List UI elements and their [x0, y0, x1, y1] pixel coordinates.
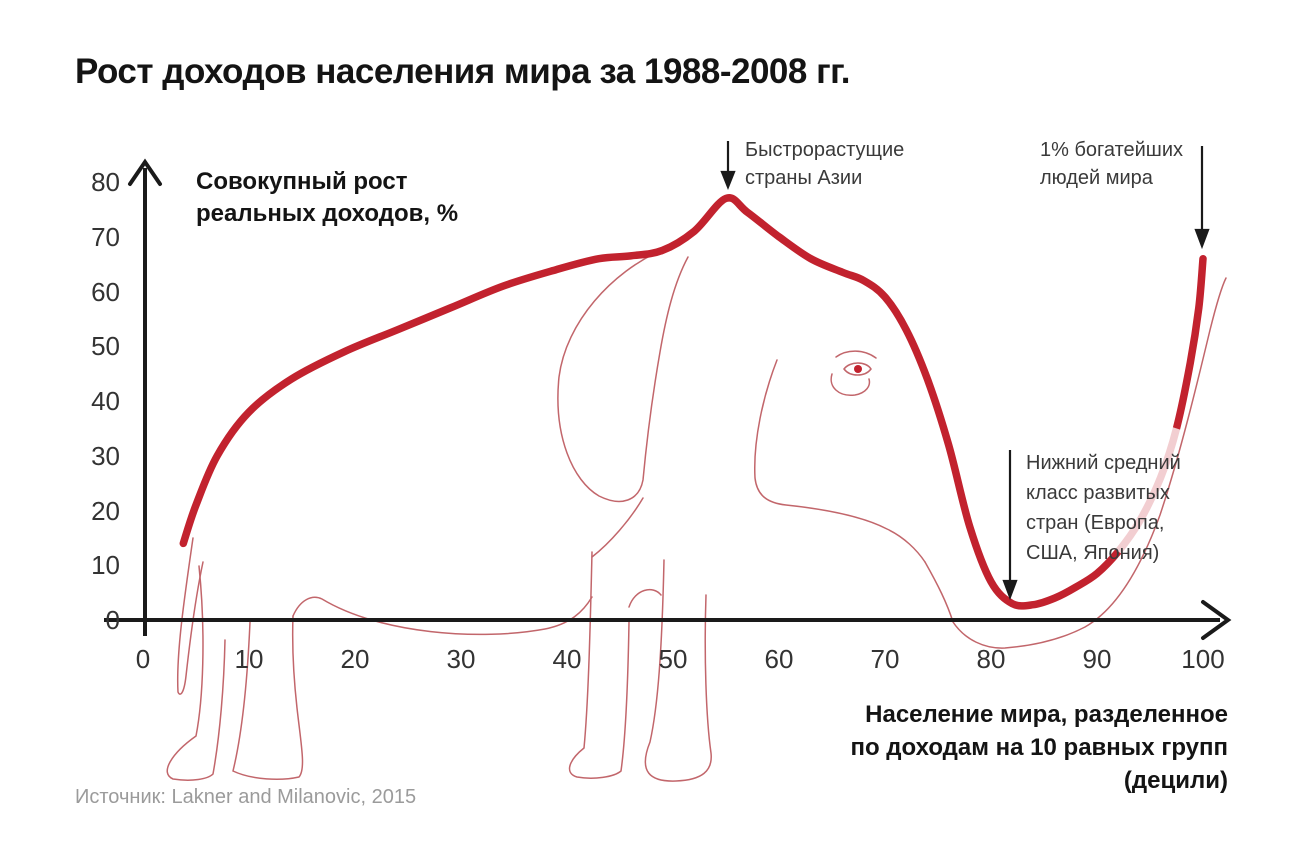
elephant-trunk-inner-edge	[924, 277, 1227, 649]
elephant-eye-crease	[830, 373, 871, 396]
y-tick-label: 50	[91, 331, 120, 362]
elephant-eye-outline	[843, 362, 872, 376]
y-tick-label: 70	[91, 221, 120, 252]
y-axis-title: Совокупный рост реальных доходов, %	[196, 166, 458, 230]
y-tick-label: 60	[91, 276, 120, 307]
y-tick-label: 80	[91, 167, 120, 197]
annotation-asia-line: страны Азии	[745, 167, 863, 189]
x-tick-label: 60	[764, 644, 794, 674]
income-growth-curve-faded-section	[1114, 426, 1182, 555]
annotation-arrows	[720, 141, 1210, 601]
y-axis-title-line: реальных доходов, %	[196, 200, 459, 227]
x-axis-title-line: (децили)	[1123, 767, 1228, 794]
y-tick-label: 30	[91, 440, 120, 471]
page-title: Рост доходов населения мира за 1988-2008…	[75, 52, 850, 91]
elephant-jaw	[753, 359, 926, 563]
x-tick-label: 70	[870, 644, 900, 674]
y-tick-label: 20	[91, 495, 120, 526]
annotation-middle-class: Нижний средний класс развитых стран (Евр…	[1026, 448, 1181, 568]
elephant-front-leg-left	[568, 551, 630, 779]
arrow-middle-head-icon	[1002, 579, 1018, 601]
x-tick-label: 50	[658, 644, 688, 674]
x-tick-label: 10	[234, 644, 264, 674]
arrow-rich-head-icon	[1194, 228, 1210, 250]
source-note: Источник: Lakner and Milanovic, 2015	[75, 786, 417, 808]
x-tick-label: 20	[340, 644, 370, 674]
elephant-eye-brow	[835, 350, 877, 359]
income-growth-curve	[179, 194, 1207, 610]
annotation-asia-line: Быстрорастущие	[745, 139, 905, 161]
x-axis-title-line: Население мира, разделенное	[865, 701, 1228, 728]
elephant-rear-leg-near	[232, 615, 304, 780]
x-tick-label: 90	[1082, 644, 1112, 674]
x-tick-label: 40	[552, 644, 582, 674]
x-axis-title: Население мира, разделенное по доходам н…	[668, 698, 1228, 797]
annotation-richest-line: людей мира	[1040, 167, 1153, 189]
elephant-front-legs-arch	[628, 588, 662, 608]
x-axis-title-line: по доходам на 10 равных групп	[850, 734, 1228, 761]
elephant-shoulder	[591, 497, 644, 558]
x-tick-label: 100	[1181, 644, 1225, 674]
annotation-middle-class-line: США, Япония)	[1026, 542, 1160, 564]
annotation-richest: 1% богатейших людей мира	[1040, 136, 1183, 192]
y-tick-label: 10	[91, 550, 120, 581]
annotation-richest-line: 1% богатейших	[1040, 139, 1184, 161]
y-tick-label: 0	[105, 605, 120, 635]
elephant-rear-leg-far	[166, 565, 226, 781]
annotation-middle-class-line: класс развитых	[1026, 482, 1170, 504]
elephant-eye-pupil	[854, 365, 862, 373]
y-tick-label: 40	[91, 386, 120, 416]
x-tick-label: 30	[446, 644, 476, 674]
elephant-outline-drawing	[166, 249, 1227, 782]
y-axis-title-line: Совокупный рост	[196, 168, 408, 195]
annotation-asia: Быстрорастущие страны Азии	[745, 136, 904, 192]
arrow-asia-head-icon	[720, 170, 736, 190]
x-axis-arrowhead-icon	[1201, 600, 1232, 640]
annotation-middle-class-line: стран (Европа,	[1026, 512, 1165, 534]
x-tick-label: 80	[976, 644, 1006, 674]
elephant-tail	[176, 537, 204, 695]
y-axis-arrowhead-icon	[128, 158, 162, 186]
annotation-middle-class-line: Нижний средний	[1026, 452, 1181, 474]
elephant-ear	[557, 249, 689, 503]
x-tick-label: 0	[135, 644, 151, 674]
axes	[104, 158, 1232, 640]
elephant-front-leg-right	[644, 559, 712, 782]
elephant-belly	[292, 596, 593, 636]
